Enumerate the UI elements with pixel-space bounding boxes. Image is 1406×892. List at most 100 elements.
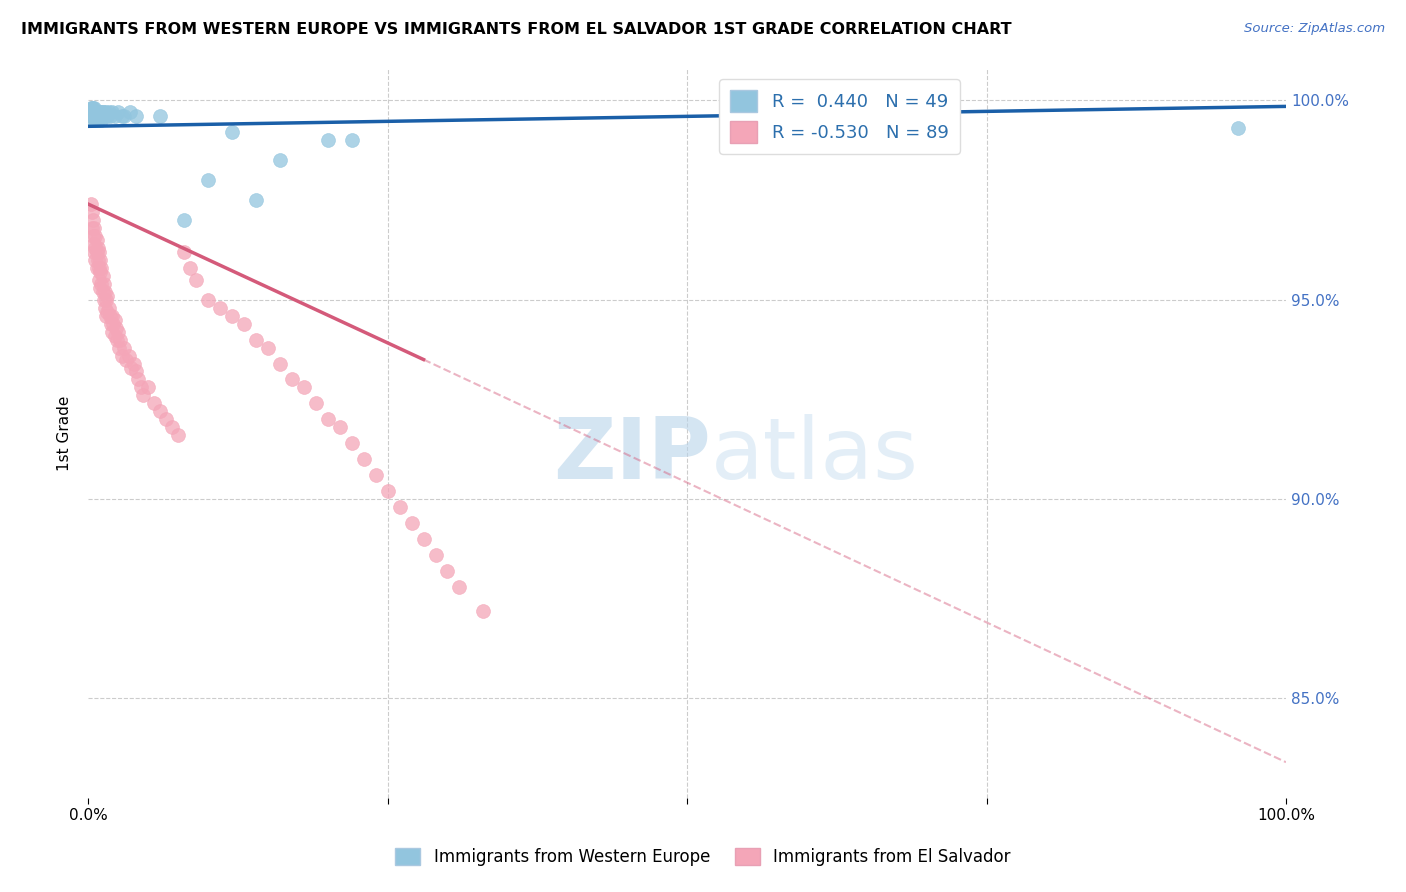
- Point: [104, 320, 127, 334]
- Point: [329, 420, 352, 434]
- Point: [101, 309, 124, 323]
- Point: [388, 500, 411, 514]
- Point: [101, 105, 124, 120]
- Point: [79, 102, 101, 116]
- Point: [110, 333, 132, 347]
- Point: [449, 580, 471, 594]
- Point: [91, 105, 114, 120]
- Point: [79, 105, 101, 120]
- Point: [84, 252, 107, 267]
- Point: [108, 341, 131, 355]
- Point: [305, 396, 328, 410]
- Point: [125, 364, 148, 378]
- Point: [155, 412, 177, 426]
- Legend: R =  0.440   N = 49, R = -0.530   N = 89: R = 0.440 N = 49, R = -0.530 N = 89: [720, 79, 959, 153]
- Point: [129, 380, 152, 394]
- Point: [125, 109, 148, 123]
- Point: [96, 109, 118, 123]
- Point: [91, 268, 114, 283]
- Point: [245, 193, 267, 207]
- Point: [83, 236, 105, 251]
- Point: [82, 105, 104, 120]
- Point: [197, 173, 219, 187]
- Text: atlas: atlas: [711, 414, 920, 497]
- Point: [87, 260, 110, 275]
- Point: [173, 244, 195, 259]
- Point: [83, 244, 105, 259]
- Point: [80, 109, 103, 123]
- Point: [111, 109, 134, 123]
- Point: [748, 133, 770, 147]
- Point: [98, 109, 121, 123]
- Point: [90, 277, 112, 291]
- Point: [86, 109, 108, 123]
- Point: [94, 309, 117, 323]
- Point: [87, 113, 110, 128]
- Point: [86, 244, 108, 259]
- Point: [89, 281, 111, 295]
- Point: [364, 468, 387, 483]
- Point: [425, 548, 447, 562]
- Point: [111, 349, 134, 363]
- Point: [94, 301, 117, 315]
- Point: [89, 252, 111, 267]
- Point: [179, 260, 201, 275]
- Point: [377, 484, 399, 499]
- Point: [84, 113, 107, 128]
- Point: [101, 325, 124, 339]
- Point: [208, 301, 231, 315]
- Point: [79, 197, 101, 211]
- Point: [316, 133, 339, 147]
- Point: [94, 285, 117, 299]
- Point: [80, 221, 103, 235]
- Point: [107, 105, 129, 120]
- Point: [94, 293, 117, 307]
- Point: [89, 265, 111, 279]
- Point: [79, 109, 101, 123]
- Point: [107, 325, 129, 339]
- Point: [160, 420, 183, 434]
- Point: [167, 428, 190, 442]
- Point: [292, 380, 315, 394]
- Point: [173, 213, 195, 227]
- Point: [115, 352, 138, 367]
- Point: [84, 229, 107, 244]
- Point: [245, 333, 267, 347]
- Point: [143, 396, 166, 410]
- Point: [112, 341, 135, 355]
- Point: [149, 404, 172, 418]
- Point: [90, 105, 112, 120]
- Point: [86, 105, 108, 120]
- Point: [86, 233, 108, 247]
- Point: [96, 304, 118, 318]
- Point: [340, 133, 363, 147]
- Point: [127, 372, 149, 386]
- Point: [90, 260, 112, 275]
- Point: [100, 317, 122, 331]
- Point: [87, 105, 110, 120]
- Point: [94, 109, 117, 123]
- Point: [93, 277, 115, 291]
- Point: [120, 360, 142, 375]
- Point: [97, 105, 120, 120]
- Text: IMMIGRANTS FROM WESTERN EUROPE VS IMMIGRANTS FROM EL SALVADOR 1ST GRADE CORRELAT: IMMIGRANTS FROM WESTERN EUROPE VS IMMIGR…: [21, 22, 1012, 37]
- Point: [1227, 121, 1250, 136]
- Point: [412, 532, 434, 546]
- Point: [82, 102, 104, 116]
- Point: [96, 289, 118, 303]
- Point: [132, 388, 155, 402]
- Point: [340, 436, 363, 450]
- Point: [89, 109, 111, 123]
- Point: [87, 252, 110, 267]
- Point: [82, 213, 104, 227]
- Point: [103, 312, 125, 326]
- Point: [87, 109, 110, 123]
- Point: [256, 341, 278, 355]
- Point: [97, 301, 120, 315]
- Point: [269, 357, 291, 371]
- Point: [84, 241, 107, 255]
- Point: [353, 452, 375, 467]
- Point: [83, 102, 105, 116]
- Point: [80, 205, 103, 219]
- Text: Source: ZipAtlas.com: Source: ZipAtlas.com: [1244, 22, 1385, 36]
